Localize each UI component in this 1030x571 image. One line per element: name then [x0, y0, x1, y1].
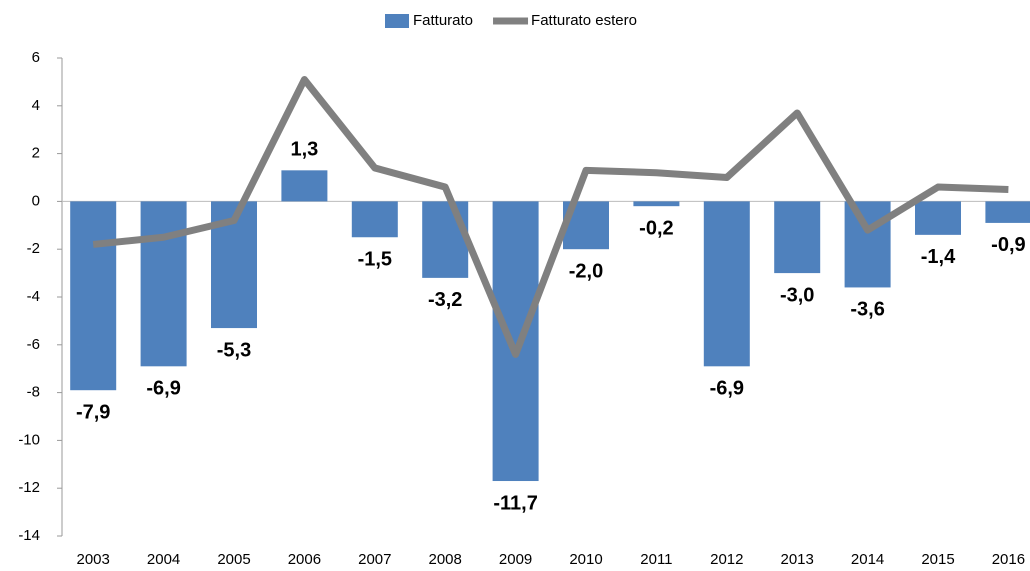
x-tick-label: 2012 — [710, 551, 743, 568]
x-tick-label: 2014 — [851, 551, 884, 568]
bar — [70, 201, 117, 391]
legend-label: Fatturato estero — [531, 12, 637, 29]
x-tick-label: 2016 — [992, 551, 1025, 568]
y-tick-label: -12 — [18, 479, 40, 496]
bar — [633, 201, 680, 207]
x-tick-label: 2010 — [569, 551, 602, 568]
x-tick-label: 2007 — [358, 551, 391, 568]
value-label: -3,0 — [780, 284, 814, 306]
bar — [281, 170, 328, 202]
x-tick-label: 2008 — [429, 551, 462, 568]
bar — [703, 201, 750, 367]
value-label: -6,9 — [146, 378, 180, 400]
x-tick-label: 2015 — [921, 551, 954, 568]
y-tick-label: 2 — [32, 145, 40, 162]
value-label: -1,4 — [921, 246, 956, 268]
x-tick-label: 2011 — [640, 551, 672, 568]
value-label: 1,3 — [290, 139, 318, 161]
y-tick-label: 6 — [32, 49, 40, 66]
legend-label: Fatturato — [413, 12, 473, 29]
y-tick-label: -14 — [18, 527, 40, 544]
y-tick-label: 4 — [32, 97, 40, 114]
bar — [844, 201, 891, 288]
value-label: -6,9 — [710, 378, 744, 400]
x-tick-label: 2013 — [781, 551, 814, 568]
x-tick-label: 2005 — [217, 551, 250, 568]
value-label: -0,2 — [639, 217, 673, 239]
bar — [915, 201, 961, 235]
y-tick-label: -6 — [27, 336, 40, 353]
value-label: -0,9 — [991, 234, 1025, 256]
value-label: -7,9 — [76, 401, 110, 423]
value-label: -2,0 — [569, 260, 603, 282]
bar — [774, 201, 821, 274]
x-tick-label: 2003 — [77, 551, 110, 568]
value-label: -3,6 — [850, 299, 884, 321]
y-tick-label: 0 — [32, 192, 40, 209]
legend-swatch — [385, 14, 409, 28]
value-label: -5,3 — [217, 339, 251, 361]
y-tick-label: -2 — [27, 240, 40, 257]
bar — [351, 201, 398, 238]
x-tick-label: 2004 — [147, 551, 180, 568]
bar — [492, 201, 539, 482]
line — [92, 76, 1009, 358]
bar — [985, 201, 1030, 223]
x-tick-label: 2009 — [499, 551, 532, 568]
y-tick-label: -8 — [27, 384, 40, 401]
value-label: -11,7 — [493, 492, 537, 514]
bar — [422, 201, 469, 278]
x-tick-label: 2006 — [288, 551, 321, 568]
y-tick-label: -4 — [27, 288, 40, 305]
value-label: -1,5 — [358, 249, 392, 271]
y-tick-label: -10 — [18, 431, 40, 448]
bar — [140, 201, 187, 367]
value-label: -3,2 — [428, 289, 462, 311]
